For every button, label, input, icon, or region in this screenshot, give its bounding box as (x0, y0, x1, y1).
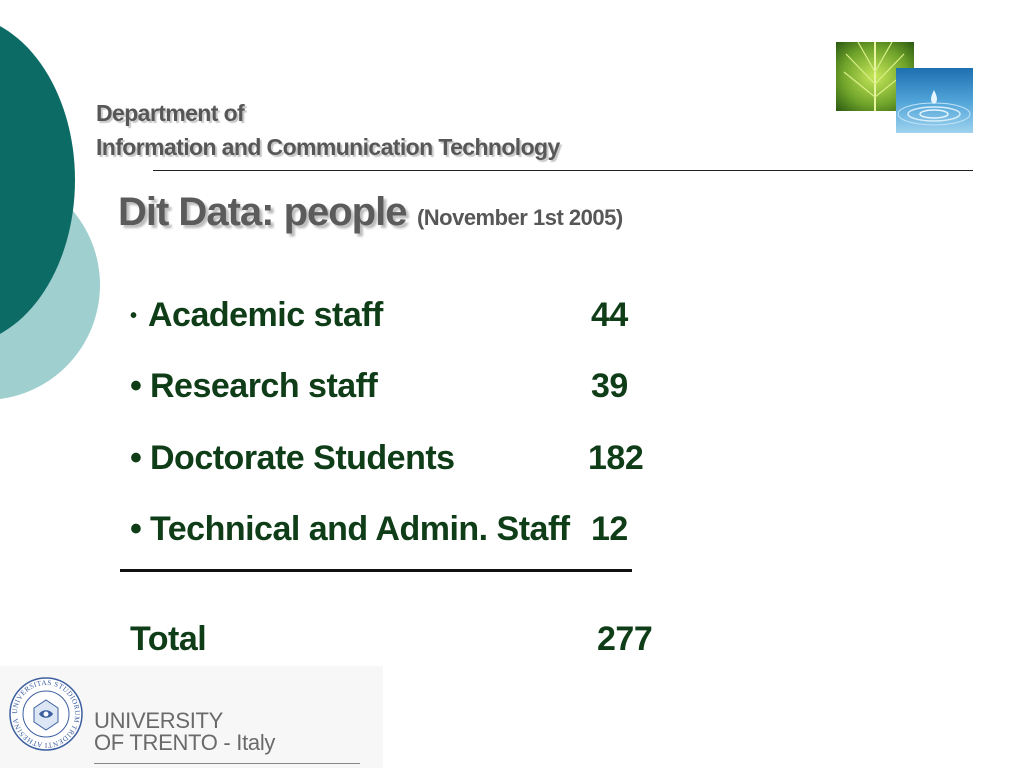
bullet-icon: • (130, 305, 137, 327)
total-label: Total (130, 620, 207, 658)
stat-row-academic: • Academic staff 44 (130, 296, 628, 346)
department-line-1: Department of (96, 100, 245, 126)
stat-row-doctorate: • Doctorate Students 182 (130, 439, 644, 489)
university-line-2: OF TRENTO - Italy (94, 730, 276, 755)
university-seal-icon: UNIVERSITAS STUDIORUM TRIDENTI ATHESINA (9, 677, 83, 751)
stat-row-research: • Research staff 39 (130, 367, 628, 417)
stat-value: 12 (591, 510, 628, 548)
stat-value: 182 (588, 439, 644, 477)
bullet-icon: • (130, 439, 142, 477)
bullet-icon: • (130, 510, 142, 548)
bullet-icon: • (130, 367, 142, 405)
university-name: UNIVERSITY OF TRENTO - Italy (94, 710, 275, 754)
total-divider (120, 569, 632, 572)
stat-label: Research staff (150, 367, 378, 405)
stat-value: 39 (591, 367, 628, 405)
department-line-2: Information and Communication Technology (96, 134, 560, 160)
header-divider (153, 170, 973, 171)
university-line-1: UNIVERSITY (94, 708, 224, 733)
title-date: (November 1st 2005) (416, 205, 623, 230)
stat-label: Technical and Admin. Staff (150, 510, 570, 548)
stat-label: Academic staff (148, 296, 383, 334)
logo-underline (94, 763, 360, 764)
total-row: Total 277 (130, 620, 653, 670)
university-logo: UNIVERSITAS STUDIORUM TRIDENTI ATHESINA … (0, 666, 383, 768)
title-main: Dit Data: people (118, 190, 407, 234)
stat-value: 44 (591, 296, 628, 334)
stat-row-technical: • Technical and Admin. Staff 12 (130, 510, 628, 560)
stat-label: Doctorate Students (150, 439, 455, 477)
department-header: Department of Information and Communicat… (96, 96, 560, 164)
slide-title: Dit Data: people (November 1st 2005) (118, 190, 623, 235)
total-value: 277 (597, 620, 653, 658)
water-drop-photo (896, 68, 973, 133)
